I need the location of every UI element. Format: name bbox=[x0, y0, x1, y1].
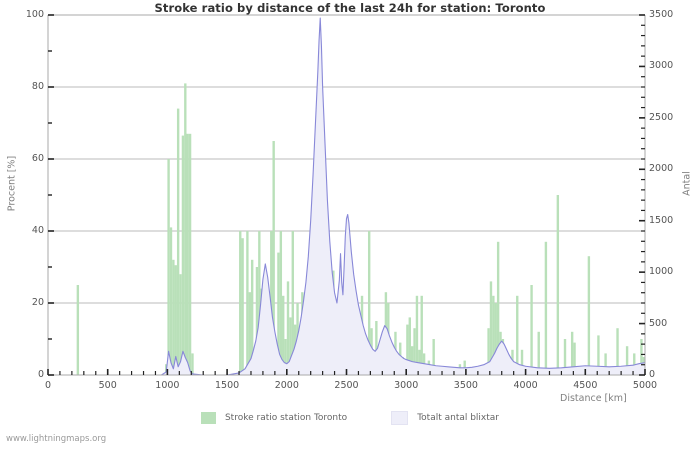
bar bbox=[255, 267, 259, 375]
bar bbox=[241, 238, 244, 375]
bar bbox=[496, 241, 500, 375]
bar bbox=[597, 335, 600, 375]
bar bbox=[272, 141, 275, 375]
bar bbox=[76, 285, 80, 375]
bar bbox=[410, 346, 414, 375]
bar bbox=[172, 259, 175, 375]
y-tick-label-right: 0 bbox=[649, 369, 656, 380]
line-area-fill bbox=[48, 18, 645, 376]
bar bbox=[492, 295, 495, 375]
x-tick-label: 4000 bbox=[513, 380, 538, 391]
bar bbox=[174, 265, 177, 375]
line-series bbox=[48, 17, 646, 376]
bar bbox=[286, 281, 290, 375]
bar bbox=[181, 135, 185, 375]
bar bbox=[516, 295, 519, 375]
x-tick-label: 1000 bbox=[155, 380, 180, 391]
legend-item[interactable]: Stroke ratio station Toronto bbox=[200, 411, 348, 425]
bar bbox=[432, 339, 435, 375]
bar bbox=[184, 83, 187, 376]
bar bbox=[406, 324, 409, 375]
bar bbox=[176, 108, 180, 375]
bar bbox=[188, 133, 192, 375]
bar bbox=[375, 321, 378, 375]
bar bbox=[573, 342, 576, 375]
y-tick-label-right: 1500 bbox=[649, 214, 674, 226]
bar bbox=[250, 259, 254, 375]
y-tick-label-right: 2000 bbox=[649, 163, 674, 175]
legend-item[interactable]: Totalt antal blixtar bbox=[391, 411, 499, 425]
y-tick-label-left: 60 bbox=[31, 153, 44, 164]
bar bbox=[413, 328, 416, 375]
y-tick-label-left: 40 bbox=[31, 225, 44, 236]
legend-swatch bbox=[391, 411, 409, 425]
y-tick-label-right: 2500 bbox=[649, 111, 674, 123]
bar bbox=[570, 331, 574, 375]
x-tick-label: 0 bbox=[44, 380, 52, 391]
y-tick-label-right: 1000 bbox=[649, 266, 674, 278]
bar bbox=[167, 159, 170, 375]
bar bbox=[544, 241, 548, 375]
bar bbox=[420, 295, 423, 375]
legend-swatch bbox=[200, 412, 216, 424]
bar bbox=[279, 231, 283, 375]
bar bbox=[625, 346, 629, 375]
bar bbox=[563, 339, 567, 375]
x-tick-label: 2500 bbox=[334, 380, 359, 391]
y-tick-label-right: 3000 bbox=[649, 60, 674, 72]
bar bbox=[587, 256, 591, 375]
bar bbox=[284, 339, 287, 375]
chart-legend: Stroke ratio station Toronto Totalt antal… bbox=[0, 411, 700, 425]
bar bbox=[248, 292, 251, 375]
bar bbox=[258, 231, 261, 375]
bar bbox=[186, 133, 189, 375]
x-tick-label: 3500 bbox=[453, 380, 478, 391]
y-tick-label-right: 500 bbox=[649, 317, 668, 329]
bar bbox=[191, 353, 194, 375]
y-tick-label-right: 3500 bbox=[649, 9, 674, 20]
bar bbox=[289, 317, 292, 375]
bar bbox=[408, 317, 411, 375]
bar bbox=[487, 328, 490, 375]
bar bbox=[239, 231, 242, 375]
bar bbox=[616, 328, 619, 375]
bar bbox=[367, 231, 371, 375]
bar bbox=[415, 295, 419, 375]
y-tick-label-left: 20 bbox=[31, 297, 44, 308]
bar bbox=[556, 195, 560, 375]
x-tick-label: 1500 bbox=[215, 380, 240, 391]
bar bbox=[277, 252, 280, 375]
chart-title: Stroke ratio by distance of the last 24h… bbox=[154, 1, 546, 15]
bar bbox=[291, 231, 294, 375]
bar bbox=[179, 274, 182, 375]
y-tick-label-left: 0 bbox=[37, 369, 44, 380]
bar bbox=[246, 231, 249, 375]
x-tick-label: 500 bbox=[98, 380, 117, 391]
footer-url: www.lightningmaps.org bbox=[6, 434, 107, 444]
x-tick-label: 5000 bbox=[632, 380, 658, 391]
bar bbox=[633, 353, 636, 375]
bar bbox=[604, 353, 607, 375]
x-axis-label: Distance [km] bbox=[560, 393, 627, 404]
x-tick-label: 4500 bbox=[573, 380, 598, 391]
x-tick-label: 2000 bbox=[274, 380, 299, 391]
bar bbox=[530, 285, 533, 375]
y-tick-label-left: 80 bbox=[31, 81, 44, 92]
x-tick-label: 3000 bbox=[394, 380, 419, 391]
bar bbox=[494, 303, 497, 375]
bar bbox=[282, 295, 285, 375]
bar bbox=[640, 339, 643, 375]
y-tick-label-left: 100 bbox=[25, 9, 44, 20]
bar bbox=[520, 349, 524, 375]
legend-label: Totalt antal blixtar bbox=[417, 413, 500, 423]
bar bbox=[489, 281, 493, 375]
bar bbox=[537, 331, 540, 375]
legend-label: Stroke ratio station Toronto bbox=[224, 413, 348, 423]
bar bbox=[169, 227, 173, 375]
